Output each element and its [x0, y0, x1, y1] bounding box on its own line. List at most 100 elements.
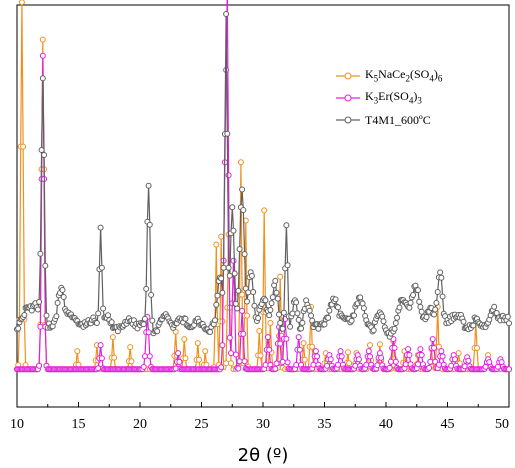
data-point: [36, 362, 43, 369]
data-point: [298, 325, 305, 332]
data-point: [273, 289, 280, 296]
data-point: [402, 361, 409, 368]
data-point: [273, 360, 280, 367]
series-markers-2: [14, 11, 512, 340]
data-point: [176, 358, 183, 365]
data-point: [269, 294, 276, 301]
data-point: [474, 345, 480, 351]
data-point: [146, 353, 153, 360]
data-point: [41, 152, 48, 158]
data-point: [365, 348, 372, 355]
data-point: [284, 359, 291, 366]
data-point: [415, 361, 421, 368]
data-point: [416, 298, 423, 305]
data-point: [506, 366, 512, 373]
data-point: [410, 292, 417, 298]
x-tick-label: 10: [10, 417, 24, 432]
data-point: [262, 297, 269, 304]
data-point: [431, 344, 437, 351]
data-point: [230, 227, 237, 234]
data-point: [255, 315, 262, 322]
data-point: [391, 325, 398, 332]
data-point: [299, 319, 306, 326]
data-point: [218, 233, 225, 240]
data-point: [226, 272, 233, 279]
x-tick-label: 35: [318, 417, 332, 432]
data-point: [220, 264, 227, 271]
data-point: [181, 336, 188, 343]
data-point: [277, 340, 284, 347]
data-point: [321, 321, 328, 328]
data-point: [239, 307, 246, 314]
data-point: [295, 334, 302, 341]
data-point: [293, 361, 300, 368]
data-point: [141, 315, 148, 322]
legend-swatch: [336, 72, 360, 80]
data-point: [148, 291, 155, 298]
data-point: [405, 346, 412, 353]
data-point: [97, 342, 104, 349]
data-point: [379, 313, 386, 320]
data-point: [241, 358, 248, 365]
data-point: [346, 360, 353, 367]
data-point: [224, 130, 231, 137]
data-point: [225, 264, 232, 271]
data-point: [415, 287, 421, 294]
data-point: [261, 207, 268, 214]
data-point: [491, 303, 498, 310]
data-point: [283, 222, 290, 229]
data-point: [194, 340, 201, 347]
data-point: [301, 356, 308, 363]
data-point: [256, 328, 263, 334]
data-point: [18, 0, 25, 6]
data-point: [427, 358, 434, 365]
data-point: [306, 307, 313, 314]
data-point: [426, 364, 433, 371]
data-point: [218, 364, 225, 371]
data-point: [39, 36, 46, 43]
data-point: [266, 312, 273, 319]
data-point: [438, 274, 445, 281]
data-point: [98, 264, 105, 271]
data-point: [34, 306, 41, 313]
legend-item: K5NaCe2(SO4)6: [335, 65, 505, 87]
data-point: [245, 289, 252, 296]
data-point: [257, 352, 264, 359]
data-point: [236, 358, 243, 365]
data-point: [418, 352, 425, 358]
data-point: [289, 310, 296, 317]
data-point: [439, 293, 446, 300]
legend-swatch: [336, 116, 360, 124]
data-point: [300, 340, 307, 347]
data-point: [406, 304, 413, 311]
data-point: [504, 313, 511, 320]
data-point: [360, 305, 367, 312]
data-point: [218, 275, 225, 282]
data-point: [214, 292, 221, 299]
legend: K5NaCe2(SO4)6 K3Er(SO4)3 T4M1_600ºC: [335, 65, 505, 131]
data-point: [506, 320, 512, 327]
data-point: [109, 334, 116, 341]
legend-label: K3Er(SO4)3: [365, 88, 422, 106]
data-point: [264, 334, 271, 341]
data-point: [111, 354, 118, 361]
x-tick-label: 45: [441, 417, 455, 432]
legend-label: T4M1_600ºC: [365, 113, 431, 127]
data-point: [239, 186, 246, 193]
legend-item: T4M1_600ºC: [335, 109, 505, 131]
data-point: [42, 262, 49, 269]
data-point: [283, 335, 290, 342]
data-point: [234, 305, 241, 312]
data-point: [248, 272, 255, 279]
data-point: [95, 310, 102, 317]
data-point: [145, 182, 152, 189]
data-point: [228, 360, 234, 367]
data-point: [335, 361, 341, 368]
data-point: [182, 355, 189, 362]
x-axis: 10 15 20 25 30 35 40 45 50: [10, 402, 510, 432]
data-point: [380, 318, 387, 325]
data-point: [279, 358, 286, 365]
data-point: [43, 312, 50, 319]
data-point: [370, 327, 377, 334]
